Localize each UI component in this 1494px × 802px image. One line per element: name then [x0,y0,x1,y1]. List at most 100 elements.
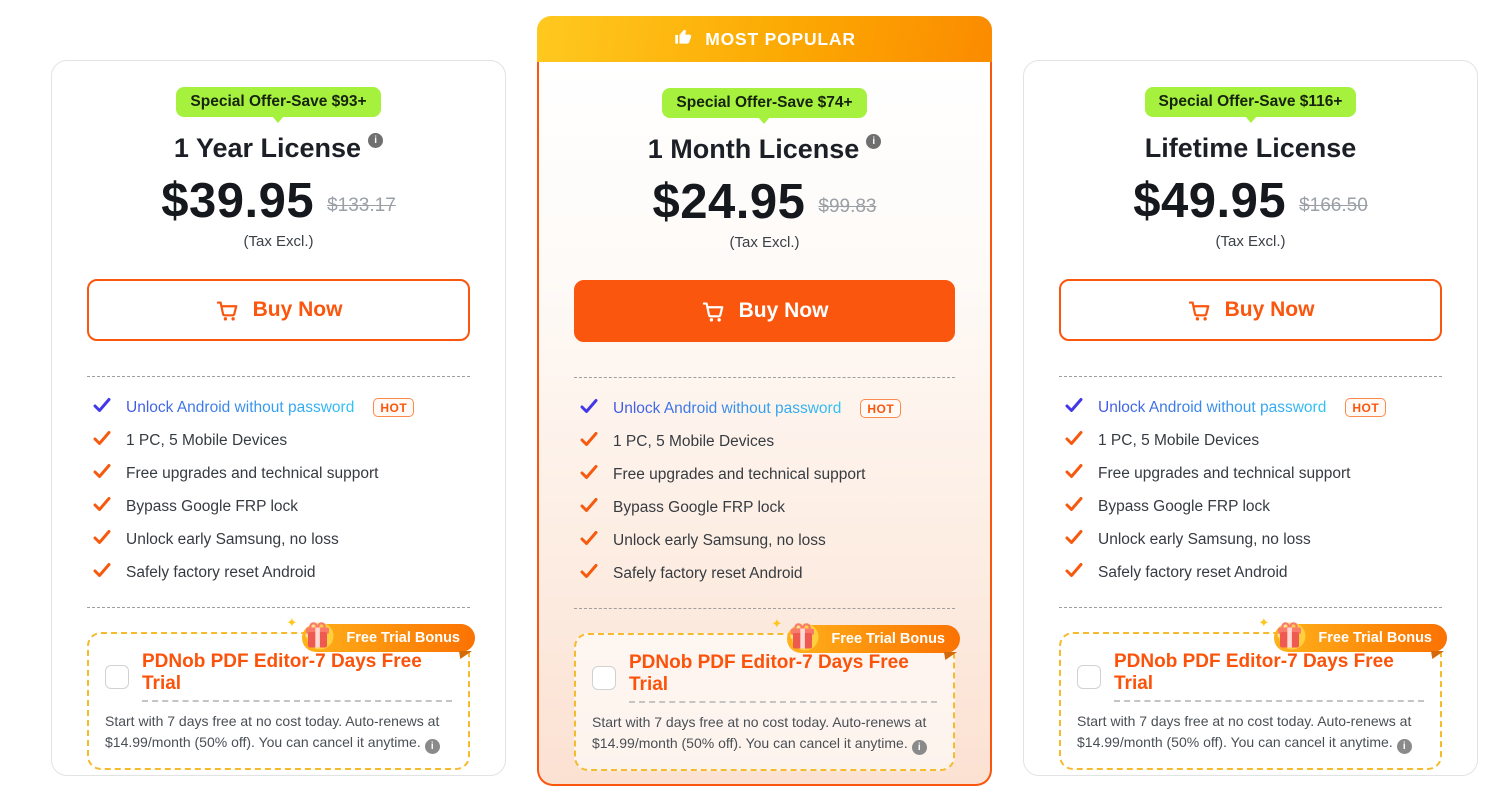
check-icon [93,561,111,584]
feature-label: Free upgrades and technical support [1098,464,1351,482]
feature-label: Unlock early Samsung, no loss [613,531,826,549]
free-trial-box: ✦ Free Trial Bonus [87,615,475,771]
buy-now-button[interactable]: Buy Now [1059,279,1442,341]
feature-devices: 1 PC, 5 Mobile Devices [1065,424,1442,457]
check-icon [1065,396,1083,419]
divider [87,376,470,377]
feature-unlock-android: Unlock Android without password HOT [580,392,955,425]
feature-label: 1 PC, 5 Mobile Devices [1098,431,1260,449]
feature-list: Unlock Android without password HOT 1 PC… [1059,391,1442,589]
plan-card-body: Special Offer-Save $74+ 1 Month License i… [537,62,992,786]
trial-description: Start with 7 days free at no cost today.… [592,714,927,756]
cart-icon [701,299,726,324]
check-icon [580,430,598,453]
feature-label: Free upgrades and technical support [613,465,866,483]
free-trial-ribbon: ✦ Free Trial Bonus [1258,615,1447,652]
feature-upgrades: Free upgrades and technical support [580,458,955,491]
check-icon [93,429,111,452]
check-icon [580,562,598,585]
feature-samsung: Unlock early Samsung, no loss [1065,523,1442,556]
trial-checkbox[interactable] [592,665,616,690]
feature-list: Unlock Android without password HOT 1 PC… [574,392,955,590]
trial-title[interactable]: PDNob PDF Editor-7 Days Free Trial [629,652,937,703]
hot-badge: HOT [1345,398,1387,417]
price-row: $39.95 $133.17 [87,173,470,229]
info-icon[interactable]: i [866,134,882,149]
trial-checkbox[interactable] [105,664,129,689]
check-icon [93,495,111,518]
tax-note: (Tax Excl.) [729,234,800,251]
check-icon [580,463,598,486]
check-icon [1065,561,1083,584]
plan-title: 1 Year License [173,133,362,163]
feature-factory-reset: Safely factory reset Android [580,557,955,590]
sparkle-icon: ✦ [771,616,783,631]
check-icon [1065,429,1083,452]
feature-label: Bypass Google FRP lock [126,497,299,515]
feature-label[interactable]: Unlock Android without password [1098,398,1327,416]
check-icon [93,462,111,485]
feature-unlock-android: Unlock Android without password HOT [1065,391,1442,424]
trial-description: Start with 7 days free at no cost today.… [1077,713,1412,755]
feature-label[interactable]: Unlock Android without password [126,398,355,416]
info-icon[interactable]: i [424,739,440,755]
feature-unlock-android: Unlock Android without password HOT [93,391,470,424]
feature-factory-reset: Safely factory reset Android [93,556,470,589]
sparkle-icon: ✦ [286,615,298,630]
hot-badge: HOT [373,398,415,417]
gift-icon [1268,615,1310,657]
most-popular-banner: MOST POPULAR [537,16,992,62]
plan-card: MOST POPULAR Special Offer-Save $116+ Li… [1023,60,1478,776]
feature-label: Safely factory reset Android [1098,563,1288,581]
divider [574,608,955,609]
free-trial-ribbon-label: Free Trial Bonus [1318,630,1432,646]
check-icon [1065,528,1083,551]
info-icon[interactable]: i [368,133,384,148]
feature-label: 1 PC, 5 Mobile Devices [613,432,775,450]
feature-label[interactable]: Unlock Android without password [613,399,842,417]
trial-checkbox[interactable] [1077,664,1101,689]
plan-title-row: 1 Month License i [574,132,955,166]
check-icon [93,528,111,551]
check-icon [93,396,111,419]
plan-card: MOST POPULAR Special Offer-Save $93+ 1 Y… [51,60,506,776]
feature-label: Safely factory reset Android [613,564,803,582]
feature-samsung: Unlock early Samsung, no loss [93,523,470,556]
check-icon [580,529,598,552]
buy-now-button[interactable]: Buy Now [574,280,955,342]
sparkle-icon: ✦ [1258,615,1270,630]
buy-now-button[interactable]: Buy Now [87,279,470,341]
feature-frp: Bypass Google FRP lock [1065,490,1442,523]
feature-devices: 1 PC, 5 Mobile Devices [580,425,955,458]
divider [87,607,470,608]
tax-note: (Tax Excl.) [1215,233,1286,250]
free-trial-ribbon-label: Free Trial Bonus [831,631,945,647]
feature-frp: Bypass Google FRP lock [93,490,470,523]
feature-factory-reset: Safely factory reset Android [1065,556,1442,589]
check-icon [580,397,598,420]
feature-label: Free upgrades and technical support [126,464,379,482]
special-offer-badge: Special Offer-Save $74+ [662,88,867,118]
current-price: $39.95 [161,174,315,228]
free-trial-box: ✦ Free Trial Bonus [574,616,960,772]
info-icon[interactable]: i [911,740,927,756]
plan-card-body: Special Offer-Save $116+ Lifetime Licens… [1023,60,1478,776]
buy-now-label: Buy Now [738,299,829,322]
special-offer-badge: Special Offer-Save $116+ [1144,87,1357,117]
feature-upgrades: Free upgrades and technical support [93,457,470,490]
info-icon[interactable]: i [1396,739,1412,755]
feature-samsung: Unlock early Samsung, no loss [580,524,955,557]
feature-label: Unlock early Samsung, no loss [126,530,339,548]
trial-title[interactable]: PDNob PDF Editor-7 Days Free Trial [142,651,452,702]
cart-icon [215,298,240,323]
feature-upgrades: Free upgrades and technical support [1065,457,1442,490]
trial-title[interactable]: PDNob PDF Editor-7 Days Free Trial [1114,651,1424,702]
most-popular-label: MOST POPULAR [705,28,856,49]
old-price: $166.50 [1299,195,1368,216]
plan-card-body: Special Offer-Save $93+ 1 Year License i … [51,60,506,776]
special-offer-badge: Special Offer-Save $93+ [176,87,381,117]
hot-badge: HOT [860,399,902,418]
cart-icon [1187,298,1212,323]
buy-now-label: Buy Now [1224,298,1315,321]
plan-card: MOST POPULAR Special Offer-Save $74+ 1 M… [537,16,992,786]
